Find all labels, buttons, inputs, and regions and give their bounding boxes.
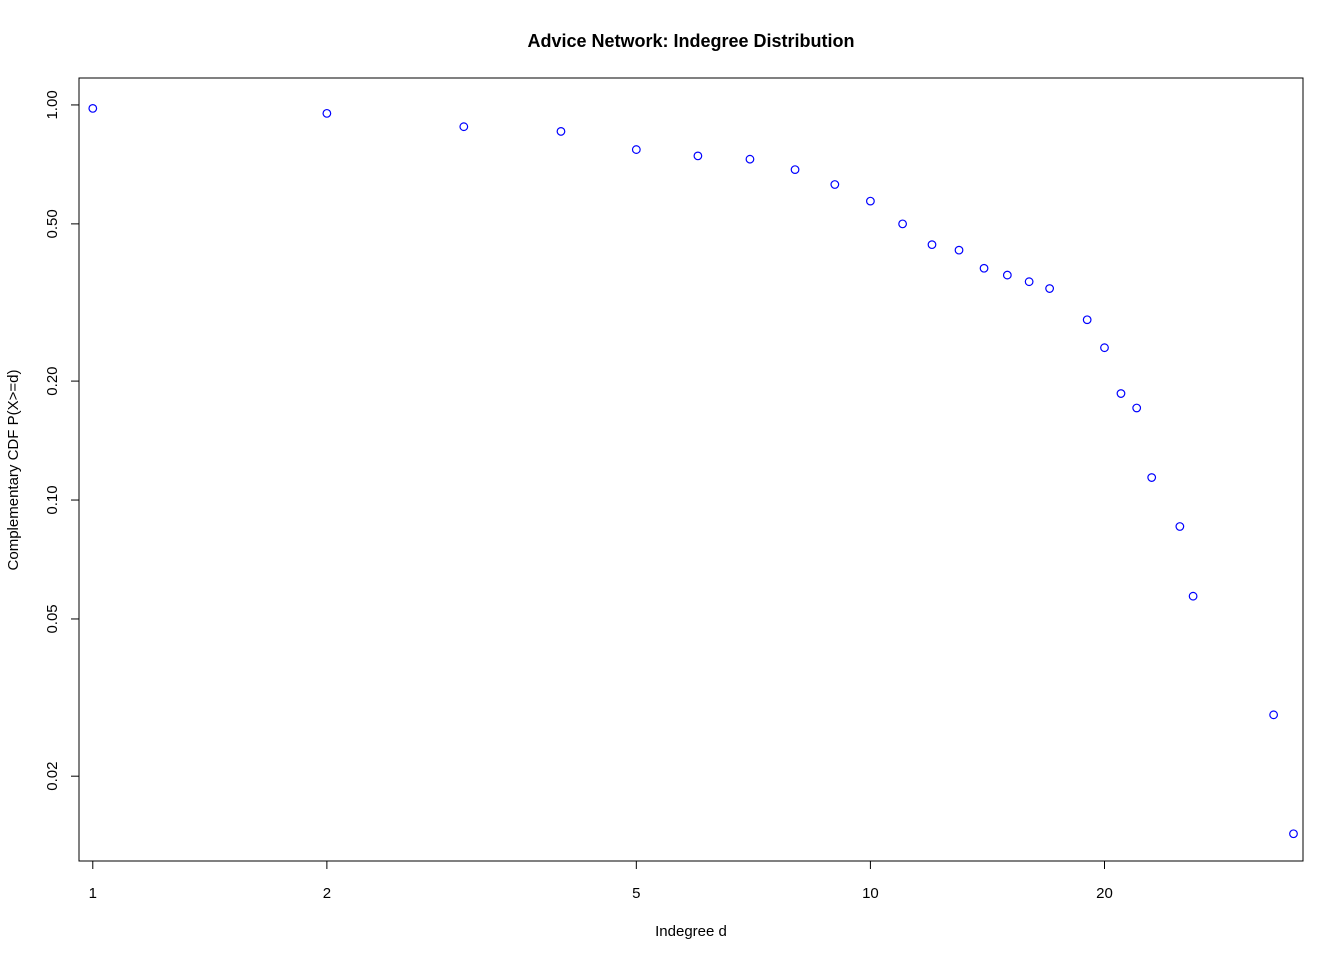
chart-title: Advice Network: Indegree Distribution: [527, 31, 854, 51]
data-point: [1116, 389, 1126, 398]
y-tick-label: 1.00: [44, 90, 61, 119]
y-tick-label: 0.20: [44, 366, 61, 395]
y-tick-label: 0.10: [44, 485, 61, 514]
data-point: [1100, 343, 1109, 353]
data-point: [631, 145, 641, 154]
data-points: [88, 104, 1298, 839]
data-point: [1132, 403, 1142, 413]
data-point: [898, 219, 907, 229]
data-point: [790, 165, 800, 175]
data-point: [1188, 591, 1198, 601]
data-point: [830, 180, 840, 189]
data-point: [556, 127, 566, 136]
y-tick-label: 0.02: [44, 762, 61, 791]
data-point: [927, 240, 937, 250]
data-point: [954, 245, 964, 255]
data-point: [745, 154, 755, 164]
y-axis: 1.00 0.50 0.20 0.10 0.05 0.02: [44, 90, 80, 791]
data-point: [979, 263, 989, 273]
data-point: [1269, 710, 1279, 720]
data-point: [1175, 522, 1185, 531]
x-tick-label: 20: [1096, 885, 1113, 902]
y-tick-label: 0.05: [44, 604, 61, 633]
data-point: [1045, 284, 1055, 293]
data-point: [1082, 315, 1092, 325]
data-point: [1002, 270, 1012, 280]
data-point: [459, 122, 469, 132]
data-point: [1289, 829, 1298, 839]
x-tick-label: 10: [862, 885, 879, 902]
x-tick-label: 5: [632, 885, 640, 902]
data-point: [1147, 473, 1157, 482]
x-axis-label: Indegree d: [655, 923, 727, 940]
x-tick-label: 1: [89, 885, 97, 902]
data-point: [693, 151, 703, 161]
y-axis-label: Complementary CDF P(X>=d): [5, 370, 22, 571]
y-tick-label: 0.50: [44, 209, 61, 238]
data-point: [322, 108, 332, 118]
x-axis: 1 2 5 10 20: [89, 860, 1113, 902]
data-point: [88, 104, 98, 113]
x-tick-label: 2: [323, 885, 331, 902]
data-point: [1024, 277, 1034, 287]
data-point: [866, 196, 875, 206]
